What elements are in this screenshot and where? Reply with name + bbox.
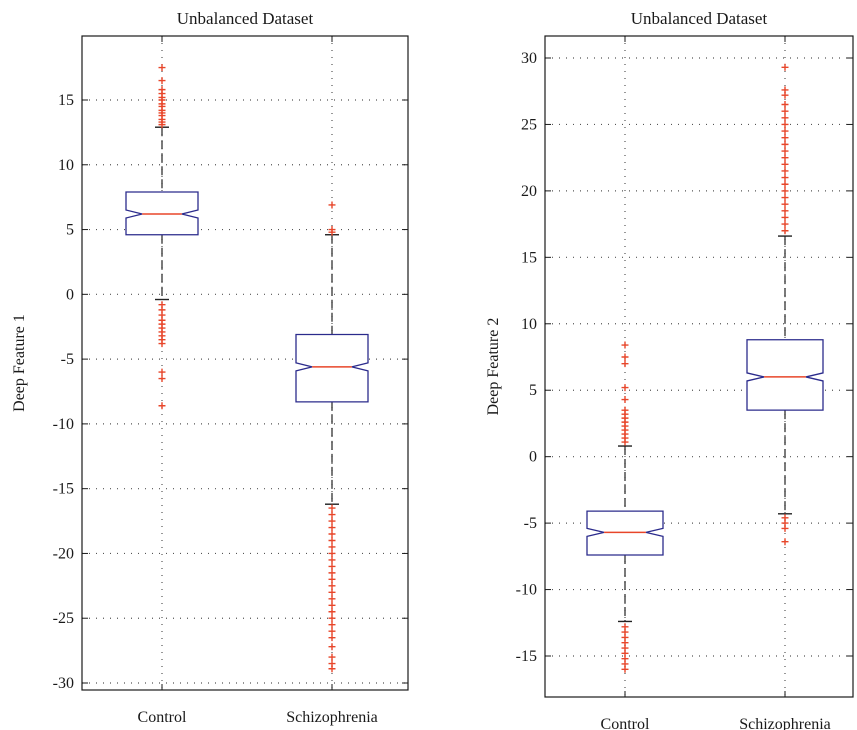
- x-category-label: Control: [601, 716, 650, 730]
- outlier-marker: [328, 665, 336, 673]
- outlier-marker: [781, 207, 789, 215]
- box-iqr: [746, 339, 824, 411]
- y-tick-label: -5: [524, 515, 537, 532]
- y-tick-label: 15: [58, 92, 74, 109]
- outlier-marker: [328, 582, 336, 590]
- y-tick-label: 0: [66, 286, 74, 303]
- outlier-marker: [328, 595, 336, 603]
- outlier-marker: [328, 228, 336, 236]
- outlier-marker: [158, 368, 166, 376]
- outlier-marker: [328, 517, 336, 525]
- outlier-marker: [781, 63, 789, 71]
- y-axis-label: Deep Feature 1: [11, 314, 28, 412]
- outlier-marker: [781, 524, 789, 532]
- outlier-marker: [781, 200, 789, 208]
- outlier-marker: [781, 213, 789, 221]
- y-tick-label: 5: [529, 382, 537, 399]
- outlier-marker: [781, 227, 789, 235]
- y-tick-label: -30: [53, 675, 74, 692]
- outlier-marker: [781, 120, 789, 128]
- y-axis-label: Deep Feature 2: [485, 318, 502, 416]
- outlier-marker: [328, 504, 336, 512]
- outlier-marker: [781, 167, 789, 175]
- outlier-marker: [328, 524, 336, 532]
- outlier-marker: [781, 107, 789, 115]
- chart-title: Unbalanced Dataset: [631, 9, 768, 28]
- y-tick-label: 20: [521, 183, 537, 200]
- outlier-marker: [328, 201, 336, 209]
- outlier-marker: [328, 614, 336, 622]
- y-tick-label: -10: [53, 416, 74, 433]
- outlier-marker: [328, 643, 336, 651]
- outlier-marker: [328, 530, 336, 538]
- outlier-marker: [328, 608, 336, 616]
- y-tick-label: -10: [516, 582, 537, 599]
- outlier-marker: [328, 575, 336, 583]
- y-tick-label: -5: [61, 351, 74, 368]
- y-tick-label: -25: [53, 610, 74, 627]
- outlier-marker: [621, 353, 629, 361]
- outlier-marker: [781, 101, 789, 109]
- x-category-label: Control: [138, 709, 187, 726]
- outlier-marker: [781, 180, 789, 188]
- outlier-marker: [328, 621, 336, 629]
- outlier-marker: [328, 543, 336, 551]
- outlier-marker: [158, 64, 166, 72]
- y-tick-label: 10: [58, 157, 74, 174]
- x-category-label: Schizophrenia: [739, 716, 831, 730]
- plot-frame: [544, 35, 854, 698]
- outlier-marker: [158, 340, 166, 348]
- outlier-marker: [328, 601, 336, 609]
- outlier-marker: [328, 569, 336, 577]
- y-tick-label: 25: [521, 116, 537, 133]
- outlier-marker: [328, 627, 336, 635]
- outlier-marker: [781, 114, 789, 122]
- outlier-marker: [621, 341, 629, 349]
- outlier-marker: [621, 396, 629, 404]
- y-tick-label: -20: [53, 545, 74, 562]
- outlier-marker: [781, 127, 789, 135]
- outlier-marker: [781, 194, 789, 202]
- outlier-marker: [781, 134, 789, 142]
- y-tick-label: -15: [516, 648, 537, 665]
- outlier-marker: [781, 91, 789, 99]
- outlier-marker: [328, 588, 336, 596]
- outlier-marker: [328, 549, 336, 557]
- outlier-marker: [158, 375, 166, 383]
- outlier-marker: [158, 402, 166, 410]
- outlier-marker: [781, 220, 789, 228]
- outlier-marker: [328, 653, 336, 661]
- outlier-marker: [621, 360, 629, 368]
- chart-panel-deep-feature-1: 15 10 5 0 -5 -10 -15 -20 -25 -30 Control Schizophre…: [11, 9, 409, 726]
- box-iqr: [295, 333, 369, 403]
- outlier-marker: [621, 665, 629, 673]
- y-tick-label: -15: [53, 481, 74, 498]
- outlier-marker: [328, 536, 336, 544]
- y-tick-label: 30: [521, 50, 537, 67]
- outlier-marker: [328, 634, 336, 642]
- outlier-marker: [158, 121, 166, 129]
- outlier-marker: [328, 556, 336, 564]
- outlier-marker: [781, 187, 789, 195]
- outlier-marker: [328, 562, 336, 570]
- chart-title: Unbalanced Dataset: [177, 9, 314, 28]
- outlier-marker: [781, 140, 789, 148]
- plot-frame: [81, 35, 409, 691]
- x-category-label: Schizophrenia: [286, 709, 378, 726]
- chart-panel-deep-feature-2: 30 25 20 15 10 5 0 -5 -10 -15 Control Schizophrenia…: [485, 9, 854, 730]
- outlier-marker: [781, 154, 789, 162]
- y-tick-label: 5: [66, 222, 74, 239]
- outlier-marker: [621, 384, 629, 392]
- y-tick-label: 0: [529, 449, 537, 466]
- outlier-marker: [621, 438, 629, 446]
- outlier-marker: [781, 147, 789, 155]
- y-tick-label: 10: [521, 316, 537, 333]
- outlier-marker: [781, 538, 789, 546]
- outlier-marker: [158, 77, 166, 85]
- outlier-marker: [328, 511, 336, 519]
- outlier-marker: [781, 160, 789, 168]
- y-tick-label: 15: [521, 249, 537, 266]
- outlier-marker: [781, 174, 789, 182]
